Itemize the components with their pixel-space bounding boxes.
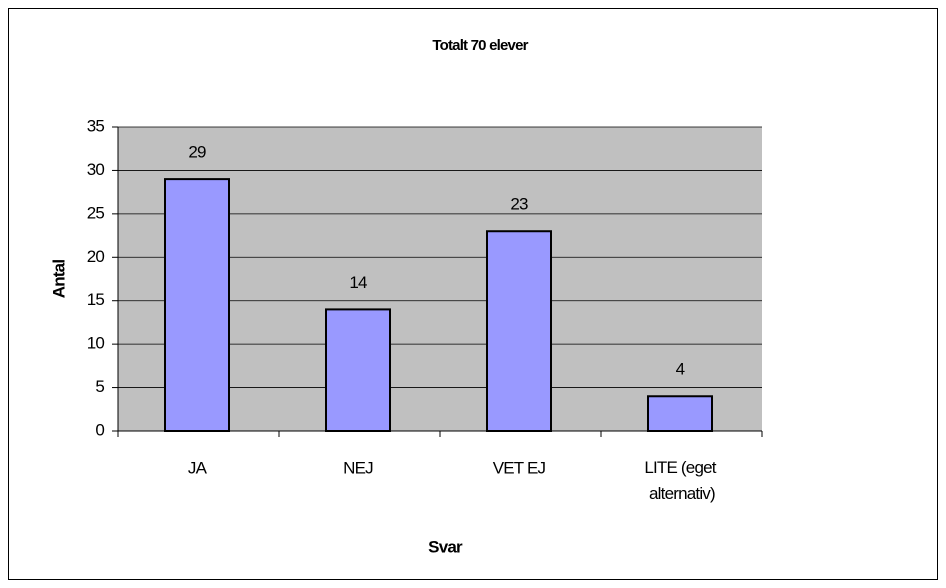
data-label: 14 (349, 273, 367, 292)
bar (325, 308, 391, 432)
bar (647, 395, 713, 432)
chart-title: Totalt 70 elever (432, 37, 528, 54)
x-tick-label: JA (188, 458, 208, 477)
y-tick-label: 35 (87, 116, 105, 135)
y-tick-label: 20 (87, 247, 105, 266)
bar (164, 178, 230, 432)
data-label: 4 (676, 360, 685, 379)
data-label: 29 (188, 143, 206, 162)
x-tick-label: VET EJ (493, 458, 546, 477)
y-tick-label: 30 (87, 160, 105, 179)
y-tick-label: 0 (95, 420, 104, 439)
y-tick-label: 25 (87, 203, 105, 222)
y-axis-title: Antal (49, 260, 68, 299)
x-tick-label: NEJ (343, 458, 373, 477)
x-axis-title: Svar (428, 537, 463, 556)
x-tick-label: LITE (eget alternativ) (644, 458, 716, 503)
y-tick-label: 15 (87, 290, 105, 309)
y-tick-label: 10 (87, 334, 105, 353)
data-label: 23 (510, 195, 528, 214)
y-tick-label: 5 (95, 377, 104, 396)
bar (486, 230, 552, 432)
